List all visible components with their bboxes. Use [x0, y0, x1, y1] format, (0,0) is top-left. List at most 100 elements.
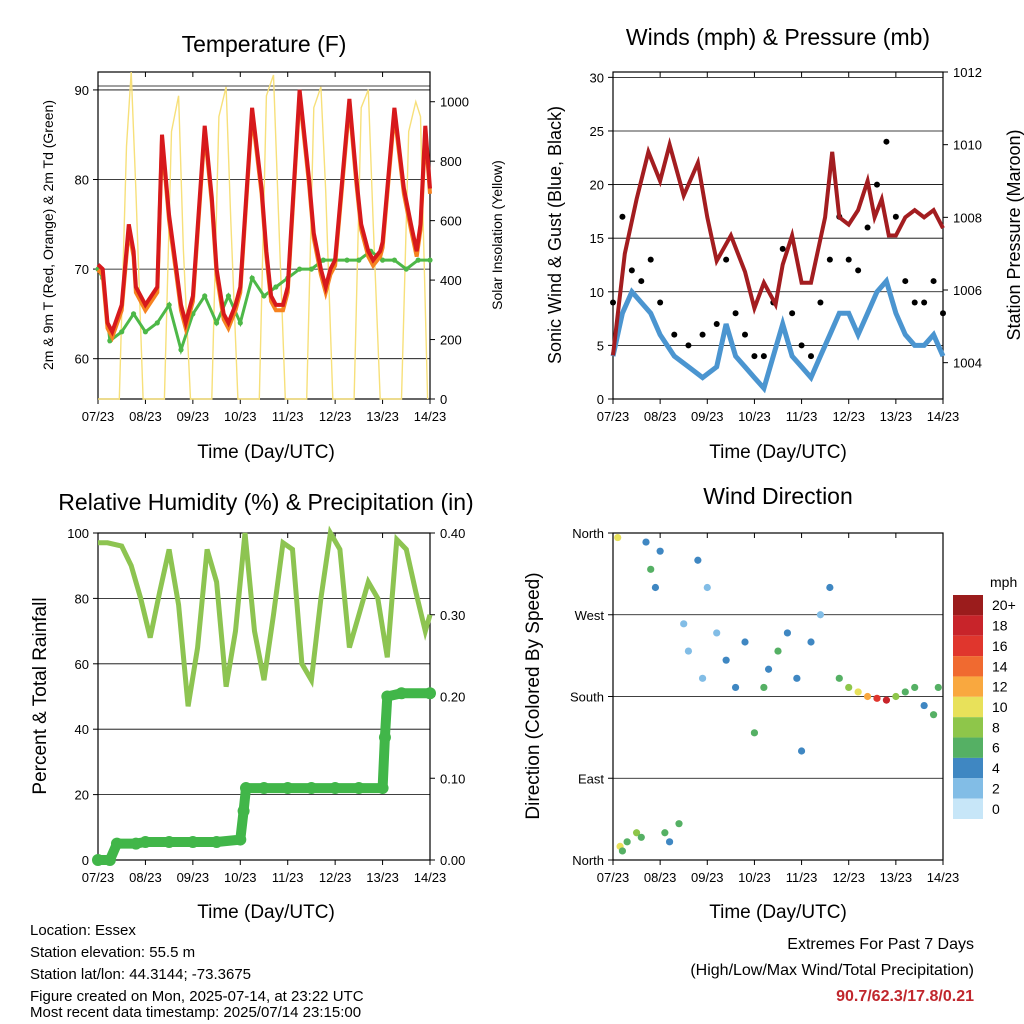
- winds-ylabel-right: Station Pressure (Maroon): [1004, 129, 1024, 340]
- direction-point: [684, 647, 693, 655]
- y2-tick-label: 800: [440, 154, 462, 169]
- gust-point: [798, 342, 805, 349]
- y2-tick-label: 400: [440, 273, 462, 288]
- x-tick-label: 14/23: [414, 870, 447, 885]
- direction-point: [760, 683, 768, 692]
- x-tick-label: 09/23: [177, 870, 210, 885]
- gust-point: [911, 299, 918, 306]
- recent-data-label: Most recent data timestamp: 2025/07/14 2…: [30, 1004, 362, 1021]
- x-tick-label: 14/23: [414, 409, 447, 424]
- x-tick-label: 12/23: [832, 409, 865, 424]
- dewpoint-point: [237, 320, 243, 326]
- humidity-panel: Relative Humidity (%) & Precipitation (i…: [30, 489, 474, 923]
- colorbar-label: 12: [992, 679, 1008, 695]
- direction-point: [835, 674, 843, 682]
- x-tick-label: 13/23: [366, 870, 399, 885]
- precip-point: [186, 836, 199, 849]
- precip-point: [92, 854, 104, 866]
- gust-point: [751, 353, 758, 360]
- dewpoint-point: [320, 257, 326, 263]
- precip-point: [110, 837, 123, 850]
- dewpoint-point: [154, 320, 160, 326]
- gust-point: [732, 310, 739, 317]
- y-tick-label: 0: [82, 853, 89, 868]
- direction-point: [656, 547, 664, 555]
- gust-point: [699, 331, 706, 338]
- gust-point: [742, 331, 748, 338]
- dewpoint-point: [166, 302, 172, 308]
- direction-point: [807, 638, 815, 646]
- dewpoint-point: [427, 257, 433, 263]
- y-tick-label: 0: [597, 392, 604, 407]
- direction-point: [618, 847, 627, 855]
- dewpoint-point: [356, 257, 362, 263]
- y-tick-label: 80: [75, 591, 89, 606]
- x-tick-label: 13/23: [366, 409, 399, 424]
- direction-point: [911, 683, 919, 692]
- direction-point: [929, 711, 938, 719]
- direction-point: [623, 838, 631, 846]
- gust-point: [619, 213, 626, 220]
- y2-tick-label: 0.00: [440, 853, 465, 868]
- dewpoint-point: [213, 320, 220, 326]
- direction-point: [698, 674, 707, 682]
- y-tick-label: 25: [590, 124, 604, 139]
- direction-point: [731, 683, 740, 692]
- x-tick-label: 10/23: [738, 870, 771, 885]
- precip-point: [103, 854, 116, 866]
- colorbar-swatch: [953, 798, 983, 819]
- x-tick-label: 11/23: [786, 870, 818, 885]
- colorbar-swatch: [953, 757, 983, 779]
- temperature-ylabel-right: Solar Insolation (Yellow): [489, 160, 505, 310]
- gust-point: [628, 267, 635, 274]
- direction-point: [797, 747, 806, 755]
- dewpoint-point: [225, 293, 232, 299]
- y2-tick-label: 1004: [953, 356, 982, 371]
- x-tick-label: 07/23: [597, 409, 630, 424]
- colorbar-swatch: [953, 615, 983, 636]
- y-tick-label: North: [572, 853, 604, 868]
- humidity-plot-area: [97, 532, 431, 861]
- gust-point: [657, 299, 664, 306]
- direction-point: [642, 538, 650, 546]
- precip-point: [281, 782, 294, 795]
- location-label: Location: Essex: [30, 922, 136, 939]
- precip-line: [98, 688, 430, 865]
- direction-point: [713, 629, 721, 637]
- x-tick-label: 13/23: [880, 870, 913, 885]
- y-tick-label: 15: [590, 231, 604, 246]
- colorbar-swatch: [953, 696, 983, 718]
- direction-point: [920, 701, 928, 710]
- precip-point: [395, 687, 408, 700]
- y2-tick-label: 0.40: [440, 526, 465, 541]
- x-tick-label: 07/23: [82, 870, 115, 885]
- y2-tick-label: 0.10: [440, 771, 465, 786]
- x-tick-label: 12/23: [319, 870, 352, 885]
- dewpoint-point: [130, 311, 137, 317]
- precip-point: [210, 836, 223, 849]
- direction-point: [764, 665, 773, 673]
- dewpoint-point: [415, 257, 421, 263]
- colorbar-title: mph: [990, 574, 1017, 590]
- rh-line: [98, 525, 433, 707]
- dewpoint-point: [178, 347, 184, 353]
- gust-point: [789, 310, 796, 317]
- gust-point: [779, 245, 786, 252]
- y2-tick-label: 1006: [953, 283, 982, 298]
- direction-point: [934, 683, 942, 692]
- gust-point: [883, 138, 890, 145]
- gust-point: [647, 256, 654, 263]
- y-tick-label: 70: [75, 262, 89, 277]
- direction-point: [741, 638, 749, 646]
- extremes-subtitle: (High/Low/Max Wind/Total Precipitation): [690, 962, 974, 979]
- gust-point: [826, 256, 833, 263]
- colorbar-label: 10: [992, 699, 1008, 715]
- y2-tick-label: 1000: [440, 95, 469, 110]
- direction-panel: Wind Direction Direction (Colored By Spe…: [523, 483, 1017, 923]
- extremes-title: Extremes For Past 7 Days: [787, 936, 974, 953]
- colorbar-swatch: [953, 717, 983, 738]
- direction-point: [845, 683, 853, 692]
- dewpoint-point: [344, 257, 350, 263]
- y2-tick-label: 600: [440, 214, 462, 229]
